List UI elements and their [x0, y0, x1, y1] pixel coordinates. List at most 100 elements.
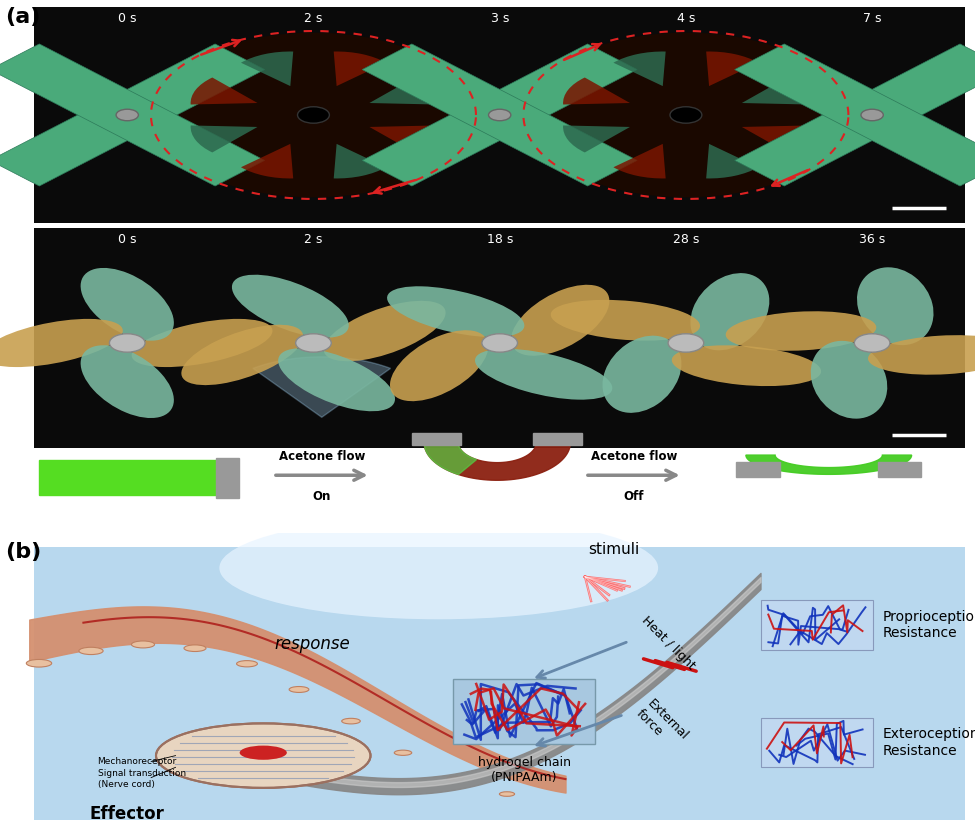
Polygon shape	[412, 434, 461, 445]
Circle shape	[526, 33, 845, 197]
Ellipse shape	[811, 341, 887, 419]
Text: Exteroception
Resistance: Exteroception Resistance	[882, 728, 975, 757]
Circle shape	[668, 334, 704, 352]
Ellipse shape	[672, 345, 821, 386]
Text: 28 s: 28 s	[673, 234, 699, 246]
Wedge shape	[370, 78, 436, 105]
Text: 2 s: 2 s	[304, 234, 323, 246]
Ellipse shape	[857, 268, 933, 345]
Ellipse shape	[725, 311, 877, 351]
Text: 7 s: 7 s	[863, 12, 881, 25]
Text: Proprioception
Resistance: Proprioception Resistance	[882, 610, 975, 640]
Polygon shape	[424, 443, 570, 480]
Bar	[760, 601, 873, 650]
Text: Heat / light: Heat / light	[639, 614, 697, 672]
Text: Acetone flow: Acetone flow	[591, 449, 677, 463]
Polygon shape	[735, 44, 975, 186]
Ellipse shape	[81, 345, 174, 418]
Text: (b): (b)	[5, 542, 41, 562]
Text: On: On	[313, 491, 331, 503]
Wedge shape	[706, 144, 759, 178]
Text: 3 s: 3 s	[490, 12, 509, 25]
Text: (a): (a)	[5, 7, 40, 26]
Circle shape	[482, 334, 518, 352]
Wedge shape	[564, 126, 630, 153]
Text: 18 s: 18 s	[487, 234, 513, 246]
Polygon shape	[363, 44, 637, 186]
Polygon shape	[216, 458, 239, 498]
Text: 36 s: 36 s	[859, 234, 885, 246]
Text: 2 s: 2 s	[304, 12, 323, 25]
Polygon shape	[533, 434, 582, 445]
Text: 0 s: 0 s	[118, 12, 136, 25]
Circle shape	[394, 750, 411, 756]
Circle shape	[297, 107, 330, 123]
Polygon shape	[39, 460, 234, 496]
Polygon shape	[0, 44, 264, 186]
Text: response: response	[274, 635, 350, 653]
Circle shape	[670, 107, 702, 123]
Wedge shape	[613, 51, 666, 86]
Ellipse shape	[0, 319, 123, 367]
Wedge shape	[191, 78, 257, 105]
Bar	[34, 228, 965, 448]
Ellipse shape	[81, 268, 174, 340]
Bar	[34, 7, 965, 223]
Ellipse shape	[690, 273, 769, 350]
Wedge shape	[742, 78, 808, 105]
Text: stimuli: stimuli	[589, 542, 640, 557]
Bar	[453, 679, 595, 744]
Polygon shape	[746, 455, 912, 474]
Wedge shape	[241, 51, 293, 86]
Ellipse shape	[390, 330, 488, 401]
Bar	[760, 718, 873, 767]
Ellipse shape	[278, 349, 395, 411]
Circle shape	[488, 109, 511, 121]
Polygon shape	[736, 462, 780, 477]
Wedge shape	[613, 144, 666, 178]
Circle shape	[237, 661, 257, 667]
Wedge shape	[333, 144, 386, 178]
Text: Off: Off	[623, 491, 644, 503]
Circle shape	[861, 109, 883, 121]
Ellipse shape	[324, 301, 446, 361]
Circle shape	[154, 33, 473, 197]
Polygon shape	[424, 443, 477, 474]
Polygon shape	[735, 44, 975, 186]
Circle shape	[240, 746, 287, 760]
Text: Signal transduction
(Nerve cord): Signal transduction (Nerve cord)	[98, 769, 185, 789]
Ellipse shape	[387, 287, 525, 337]
Text: Acetone flow: Acetone flow	[279, 449, 365, 463]
Polygon shape	[878, 462, 921, 477]
Ellipse shape	[219, 516, 658, 620]
Circle shape	[295, 334, 332, 352]
Ellipse shape	[551, 300, 700, 340]
Text: External
force: External force	[634, 696, 690, 753]
Ellipse shape	[132, 319, 272, 367]
Wedge shape	[564, 78, 630, 105]
Ellipse shape	[868, 335, 975, 375]
Circle shape	[341, 719, 361, 724]
Circle shape	[499, 792, 515, 796]
Circle shape	[184, 645, 206, 652]
Wedge shape	[370, 126, 436, 153]
Polygon shape	[253, 357, 391, 417]
Ellipse shape	[603, 335, 682, 413]
Text: Mechanoreceptor: Mechanoreceptor	[98, 757, 176, 766]
Text: 0 s: 0 s	[118, 234, 136, 246]
Wedge shape	[241, 144, 293, 178]
Text: Effector
(muscle): Effector (muscle)	[87, 805, 167, 826]
Circle shape	[109, 334, 145, 352]
Text: hydrogel chain
(PNIPAAm): hydrogel chain (PNIPAAm)	[478, 756, 570, 784]
Ellipse shape	[232, 275, 349, 338]
Circle shape	[26, 659, 52, 667]
Wedge shape	[742, 126, 808, 153]
Ellipse shape	[181, 325, 303, 385]
Circle shape	[854, 334, 890, 352]
Circle shape	[132, 641, 155, 648]
Polygon shape	[363, 44, 637, 186]
Circle shape	[156, 724, 370, 788]
Circle shape	[116, 109, 138, 121]
Ellipse shape	[475, 349, 612, 400]
Text: 4 s: 4 s	[677, 12, 695, 25]
